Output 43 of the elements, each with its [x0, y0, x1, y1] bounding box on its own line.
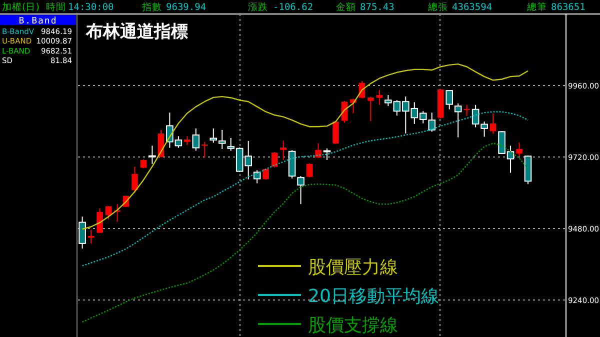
text: 14:30:00 — [68, 2, 114, 13]
candlestick — [446, 89, 453, 110]
legend-label: 股價壓力線 — [308, 257, 398, 278]
candlestick — [332, 120, 339, 144]
candlestick — [148, 145, 156, 164]
candlestick — [132, 166, 138, 194]
candlestick — [454, 102, 462, 138]
candlestick — [280, 140, 286, 161]
candlestick — [218, 129, 226, 150]
legend-label: 20日移動平均線 — [308, 286, 439, 307]
candlestick — [210, 128, 218, 144]
candlestick — [192, 128, 200, 152]
candlestick — [253, 170, 261, 184]
text: 漲跌 — [248, 1, 268, 13]
legend-label: 股價支撐線 — [308, 315, 398, 336]
candlestick — [202, 141, 208, 158]
candlestick — [271, 151, 278, 168]
text: 時間 — [46, 1, 66, 13]
text: 9639.94 — [166, 2, 206, 13]
candlestick — [105, 206, 112, 220]
candlestick — [368, 96, 374, 122]
candlestick — [323, 148, 331, 161]
candlestick — [376, 89, 383, 106]
candlestick — [306, 162, 313, 178]
text: B.Band — [18, 16, 58, 26]
text: 加權(日) — [2, 1, 40, 13]
text: 875.43 — [360, 2, 394, 13]
text: 布林通道指標 — [85, 22, 188, 42]
text: -106.62 — [273, 2, 314, 13]
candlestick — [297, 176, 304, 205]
candlestick — [88, 230, 94, 244]
text: 總張 — [427, 1, 448, 13]
candlestick — [262, 168, 269, 180]
candlestick — [490, 112, 496, 134]
candlestick — [464, 104, 470, 116]
candlestick — [516, 142, 522, 157]
candlestick — [78, 216, 86, 250]
text: 863651 — [551, 2, 586, 13]
text: 金額 — [336, 1, 356, 13]
candlestick — [315, 142, 322, 158]
text: 4363594 — [452, 2, 492, 13]
text: 總筆 — [526, 1, 547, 13]
text: 指數 — [141, 1, 162, 13]
